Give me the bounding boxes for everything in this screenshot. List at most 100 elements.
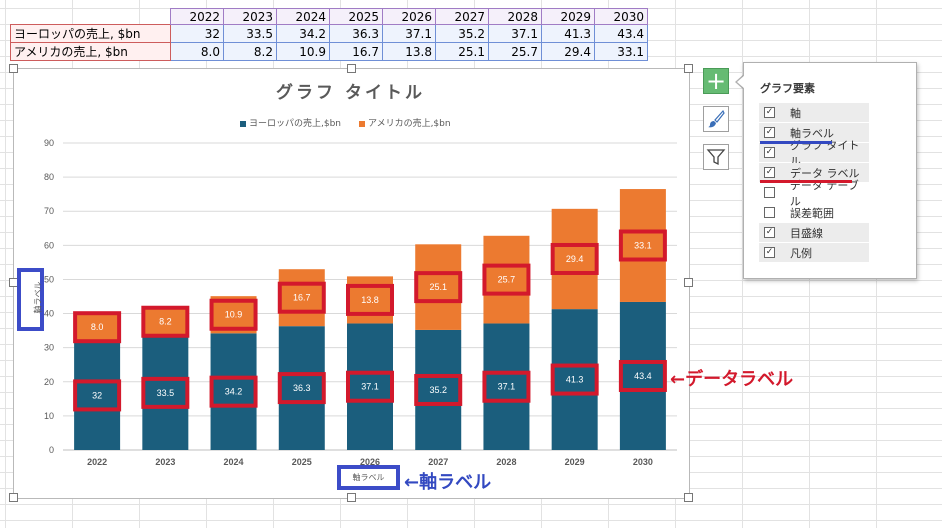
checkbox-icon[interactable]: ✓ <box>764 227 775 238</box>
value-cell[interactable]: 41.3 <box>541 24 595 43</box>
bar-europe[interactable] <box>483 323 530 450</box>
value-cell[interactable]: 25.1 <box>435 42 489 61</box>
value-cell[interactable]: 29.4 <box>541 42 595 61</box>
data-label: 25.7 <box>498 275 516 285</box>
chart-elements-panel: グラフ要素 ✓ 軸 ✓ 軸ラベル ✓ グラフ タイトル ✓ データ ラベル データ テー… <box>743 62 917 279</box>
x-tick-label: 2024 <box>224 457 244 467</box>
value-cell[interactable]: 16.7 <box>329 42 383 61</box>
panel-item-chart-title[interactable]: ✓ グラフ タイトル <box>759 139 869 168</box>
bar-europe[interactable] <box>210 333 257 450</box>
bar-america[interactable] <box>619 189 666 302</box>
data-label: 41.3 <box>566 375 584 385</box>
bar-europe[interactable] <box>74 340 121 450</box>
year-cell[interactable]: 2023 <box>223 8 277 25</box>
series-label-cell[interactable]: ヨーロッパの売上, $bn <box>10 24 171 43</box>
bar-europe[interactable] <box>551 309 598 450</box>
bar-america[interactable] <box>551 208 598 310</box>
panel-item-label: 凡例 <box>790 246 812 260</box>
panel-item-label: 軸ラベル <box>790 126 834 140</box>
value-cell[interactable]: 13.8 <box>382 42 436 61</box>
checkbox-icon[interactable]: ✓ <box>764 107 775 118</box>
panel-item-axis-titles[interactable]: ✓ 軸ラベル <box>759 123 869 142</box>
value-cell[interactable]: 37.1 <box>488 24 542 43</box>
chart-elements-button[interactable]: + <box>703 68 729 94</box>
year-cell[interactable]: 2028 <box>488 8 542 25</box>
checkbox-icon[interactable]: ✓ <box>764 167 775 178</box>
value-cell[interactable]: 33.5 <box>223 24 277 43</box>
bar-europe[interactable] <box>347 323 393 450</box>
y-tick-label: 10 <box>44 411 54 421</box>
value-cell[interactable]: 10.9 <box>276 42 330 61</box>
y-axis-title[interactable]: 軸ラベル <box>33 281 43 314</box>
data-label-highlight <box>550 363 599 396</box>
bar-america[interactable] <box>74 313 121 341</box>
resize-handle[interactable] <box>684 278 693 287</box>
bar-europe[interactable] <box>619 301 666 450</box>
chart-styles-button[interactable] <box>703 106 729 132</box>
data-label-highlight <box>209 298 258 331</box>
bar-america[interactable] <box>483 235 530 324</box>
resize-handle[interactable] <box>684 64 693 73</box>
checkbox-icon[interactable]: ✓ <box>764 247 775 258</box>
bar-europe[interactable] <box>415 329 462 450</box>
plus-icon: + <box>705 67 727 95</box>
panel-item-gridlines[interactable]: ✓ 目盛線 <box>759 223 869 242</box>
data-label: 32 <box>92 390 102 400</box>
value-cell[interactable]: 25.7 <box>488 42 542 61</box>
panel-item-axes[interactable]: ✓ 軸 <box>759 103 869 122</box>
value-cell[interactable]: 34.2 <box>276 24 330 43</box>
data-label: 8.0 <box>91 322 104 332</box>
data-label-highlight <box>141 376 190 409</box>
data-label-highlight <box>414 271 463 304</box>
year-cell[interactable]: 2027 <box>435 8 489 25</box>
checkbox-icon[interactable]: ✓ <box>764 147 775 158</box>
data-label-highlight <box>482 370 531 403</box>
y-tick-label: 60 <box>44 240 54 250</box>
checkbox-icon[interactable]: ✓ <box>764 127 775 138</box>
panel-item-legend[interactable]: ✓ 凡例 <box>759 243 869 262</box>
value-cell[interactable]: 8.0 <box>170 42 224 61</box>
data-label-highlight <box>277 281 326 314</box>
year-cell[interactable]: 2029 <box>541 8 595 25</box>
resize-handle[interactable] <box>347 64 356 73</box>
resize-handle[interactable] <box>9 64 18 73</box>
data-label-annotation: ←データラベル <box>670 369 794 390</box>
data-label-highlight <box>346 283 394 316</box>
data-label-highlight <box>414 373 463 406</box>
resize-handle[interactable] <box>347 493 356 502</box>
funnel-icon <box>706 149 726 166</box>
bar-america[interactable] <box>142 307 189 336</box>
chart-filters-button[interactable] <box>703 144 729 170</box>
chart-legend[interactable]: ヨーロッパの売上,$bn アメリカの売上,$bn <box>240 116 451 129</box>
panel-item-data-labels[interactable]: ✓ データ ラベル <box>759 163 869 182</box>
data-table[interactable]: 2022 2023 2024 2025 2026 2027 2028 2029 … <box>10 8 648 61</box>
x-tick-label: 2030 <box>633 457 653 467</box>
checkbox-icon[interactable] <box>764 207 775 218</box>
bar-america[interactable] <box>278 269 325 327</box>
bar-america[interactable] <box>415 244 462 330</box>
data-label-highlight <box>141 305 190 338</box>
legend-swatch <box>359 120 366 127</box>
value-cell[interactable]: 33.1 <box>594 42 648 61</box>
bar-europe[interactable] <box>278 326 325 450</box>
data-label-highlight <box>482 263 531 296</box>
x-axis-title-highlight <box>337 465 400 490</box>
axis-titles-underline <box>760 141 832 144</box>
value-cell[interactable]: 37.1 <box>382 24 436 43</box>
panel-title: グラフ要素 <box>760 82 815 95</box>
bar-europe[interactable] <box>142 335 189 450</box>
panel-item-data-table[interactable]: データ テーブル <box>759 179 869 208</box>
resize-handle[interactable] <box>9 493 18 502</box>
data-label: 37.1 <box>361 382 379 392</box>
x-axis-title[interactable]: 軸ラベル <box>352 473 385 482</box>
chart-title[interactable]: グラフ タイトル <box>276 83 425 103</box>
panel-item-error-bars[interactable]: 誤差範囲 <box>759 203 869 222</box>
checkbox-icon[interactable] <box>764 187 775 198</box>
resize-handle[interactable] <box>684 493 693 502</box>
data-label: 10.9 <box>225 310 243 320</box>
value-cell[interactable]: 32 <box>170 24 224 43</box>
series-label-cell[interactable]: アメリカの売上, $bn <box>10 42 171 61</box>
value-cell[interactable]: 8.2 <box>223 42 277 61</box>
data-label-highlight <box>346 370 394 403</box>
y-tick-label: 50 <box>44 274 54 284</box>
